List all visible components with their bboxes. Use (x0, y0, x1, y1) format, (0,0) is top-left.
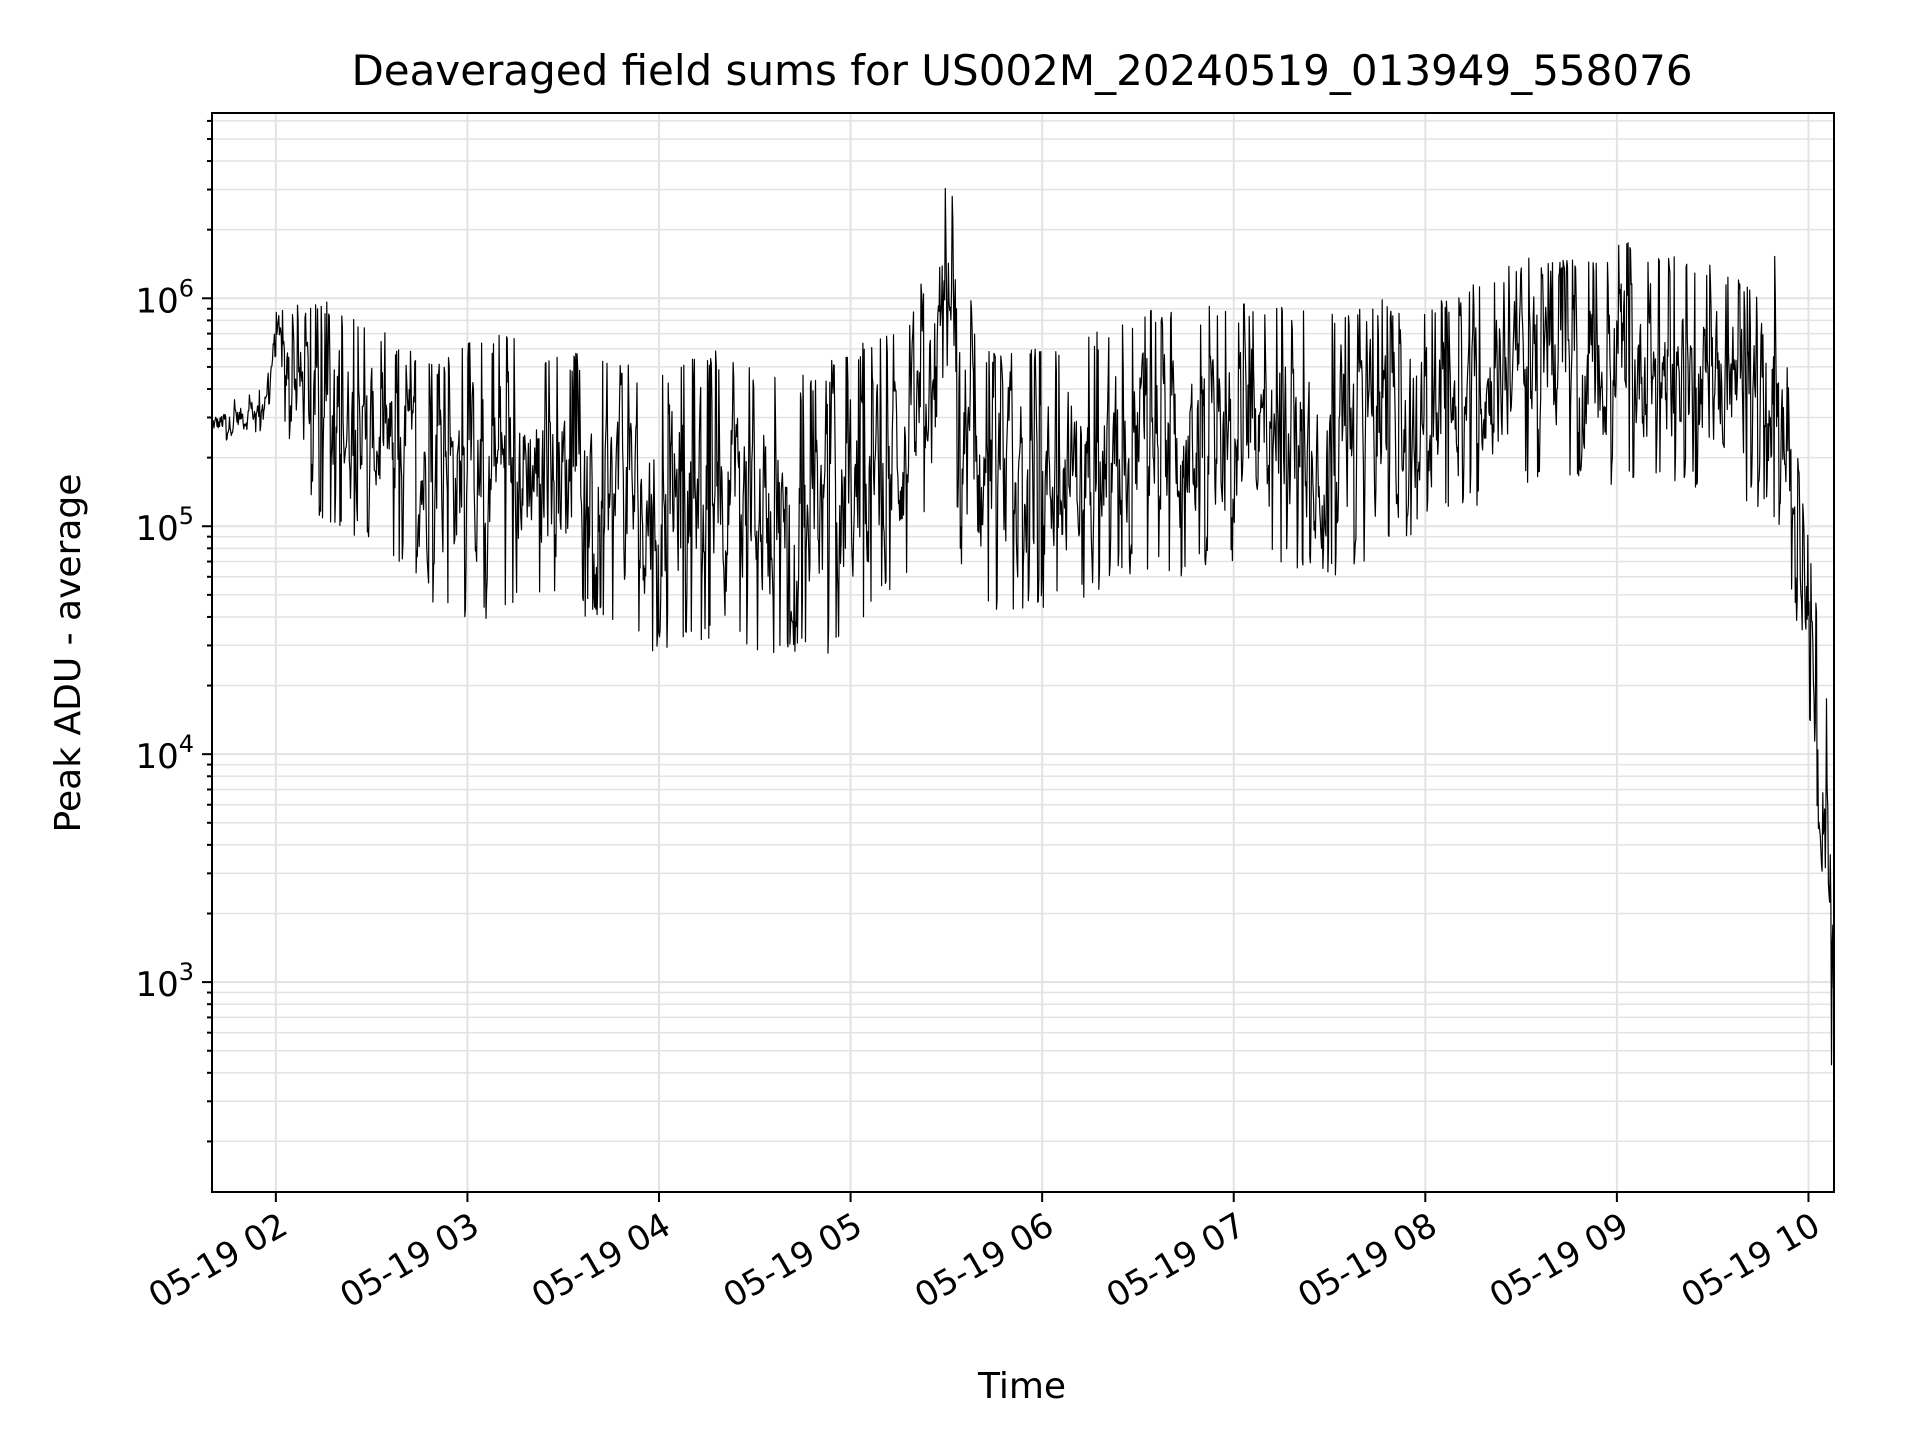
y-tick-base: 10 (135, 509, 178, 549)
y-tick-label: 103 (135, 958, 194, 1005)
x-tick-label: 05-19 02 (142, 1205, 294, 1316)
y-tick-base: 10 (135, 281, 178, 321)
y-tick-label: 104 (135, 730, 194, 777)
y-tick-base: 10 (135, 965, 178, 1005)
y-tick-exponent: 6 (179, 274, 194, 302)
y-tick-label: 105 (135, 502, 194, 549)
x-tick-label: 05-19 05 (717, 1205, 869, 1316)
x-tick-label: 05-19 06 (908, 1205, 1060, 1316)
plot-frame (211, 112, 1835, 1193)
x-tick-label: 05-19 03 (334, 1205, 486, 1316)
y-axis-label: Peak ADU - average (48, 474, 89, 833)
x-axis-label: Time (977, 1366, 1066, 1407)
data-series (211, 187, 1835, 1066)
y-tick-exponent: 5 (179, 502, 194, 530)
y-tick-exponent: 3 (179, 958, 194, 986)
grid (212, 113, 1834, 1192)
chart-title: Deaveraged field sums for US002M_2024051… (351, 46, 1692, 95)
x-tick-label: 05-19 10 (1675, 1205, 1827, 1316)
x-tick-label: 05-19 08 (1291, 1205, 1443, 1316)
y-tick-label: 106 (135, 274, 194, 321)
y-tick-base: 10 (135, 737, 178, 777)
x-tick-label: 05-19 07 (1100, 1205, 1252, 1316)
series-line (211, 187, 1835, 1066)
x-tick-label: 05-19 04 (525, 1205, 677, 1316)
x-tick-label: 05-19 09 (1483, 1205, 1635, 1316)
y-tick-exponent: 4 (179, 730, 194, 758)
